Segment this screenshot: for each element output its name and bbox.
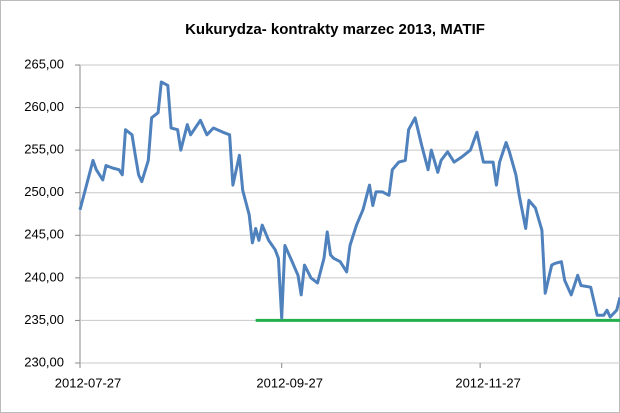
y-tick-label: 250,00 bbox=[24, 184, 64, 199]
y-tick-label: 265,00 bbox=[24, 56, 64, 71]
y-tick-label: 240,00 bbox=[24, 269, 64, 284]
chart-title: Kukurydza- kontrakty marzec 2013, MATIF bbox=[185, 21, 485, 38]
y-tick-label: 245,00 bbox=[24, 227, 64, 242]
y-tick-label: 230,00 bbox=[24, 354, 64, 369]
y-tick-label: 255,00 bbox=[24, 142, 64, 157]
price-line bbox=[78, 80, 620, 320]
x-tick-label: 2012-11-27 bbox=[455, 375, 521, 390]
y-tick-label: 260,00 bbox=[24, 99, 64, 114]
y-tick-label: 235,00 bbox=[24, 312, 64, 327]
x-tick-label: 2012-07-27 bbox=[55, 375, 122, 390]
x-tick-label: 2012-09-27 bbox=[256, 375, 323, 390]
